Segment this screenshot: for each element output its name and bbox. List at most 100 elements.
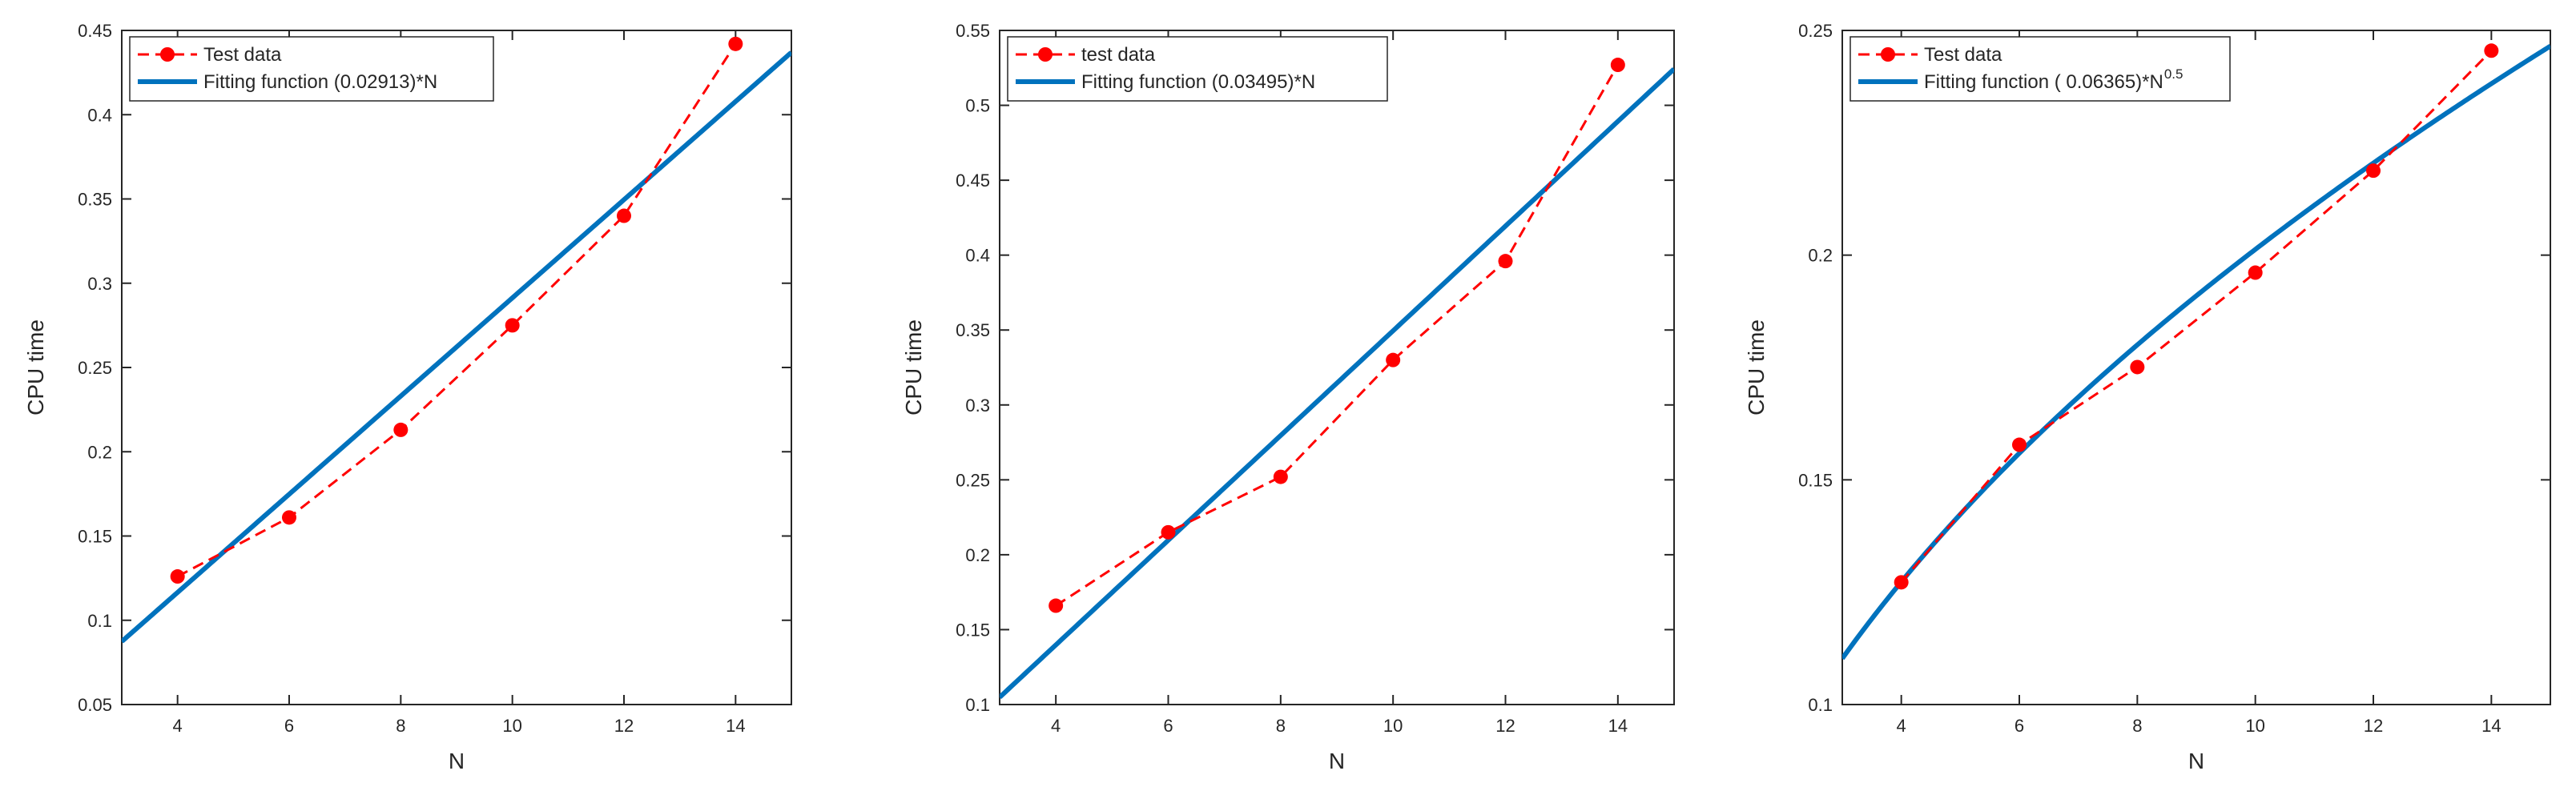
y-tick-label: 0.4: [965, 246, 990, 266]
x-tick-label: 8: [1276, 716, 1286, 736]
x-tick-label: 8: [2132, 716, 2142, 736]
y-tick-label: 0.45: [78, 21, 112, 41]
test-data-point: [1273, 469, 1288, 484]
test-data-point: [505, 318, 520, 333]
y-tick-label: 0.15: [1798, 470, 1833, 490]
chart-1-svg: 4 6 8 10 12 14 0.05 0.1 0.15 0.2 0.25 0.3 0.35 0.4 0.4…: [23, 21, 792, 773]
test-data-point: [2248, 265, 2263, 280]
plot-area: [1842, 43, 2550, 661]
x-tick-label: 6: [284, 716, 294, 736]
legend-test-label: test data: [1081, 44, 1156, 66]
test-data-point: [2366, 163, 2381, 179]
x-tick-label: 14: [2481, 716, 2501, 736]
x-tick-label: 12: [614, 716, 634, 736]
x-tick-label: 4: [1897, 716, 1906, 736]
y-tick-label: 0.3: [965, 396, 990, 416]
test-data-point: [393, 422, 409, 437]
y-axis-label: CPU time: [901, 319, 926, 416]
test-data-point: [1894, 575, 1909, 590]
y-tick-label: 0.55: [956, 21, 990, 41]
fit-curve-line: [1842, 44, 2550, 661]
chart-panel-1: 4 6 8 10 12 14 0.05 0.1 0.15 0.2 0.25 0.3 0.35 0.4 0.4…: [0, 0, 859, 783]
plot-frame: [121, 30, 792, 705]
test-data-point: [1049, 598, 1064, 613]
chart-panel-2: 4 6 8 10 12 14 0.1 0.15 0.2 0.25 0.3 0.35 0.4 0.45 0.5…: [859, 0, 1717, 783]
y-tick-label: 0.1: [965, 695, 990, 715]
fit-curve-line: [122, 50, 791, 644]
y-tick-label: 0.5: [965, 96, 990, 116]
x-tick-label: 12: [2364, 716, 2383, 736]
test-data-point: [617, 208, 631, 223]
legend: Test data Fitting function ( 0.06365)*N 0.…: [1849, 36, 2231, 102]
x-tick-label: 14: [726, 716, 745, 736]
y-tick-label: 0.15: [956, 620, 990, 640]
test-data-point: [2130, 359, 2145, 375]
y-tick-label: 0.25: [1798, 21, 1833, 41]
legend-test-label: Test data: [203, 44, 282, 66]
test-data-line: [176, 43, 737, 578]
y-tick-label: 0.25: [956, 470, 990, 490]
x-tick-label: 6: [1163, 716, 1173, 736]
legend-fit-label: Fitting function (0.02913)*N: [203, 71, 437, 93]
plot-frame: [999, 30, 1675, 705]
legend-box: [129, 36, 494, 102]
legend-test-label: Test data: [1924, 44, 2002, 66]
x-axis-label: N: [2188, 749, 2204, 773]
x-tick-label: 10: [502, 716, 521, 736]
y-axis-label: CPU time: [23, 319, 48, 416]
legend-fit-label: Fitting function (0.03495)*N: [1081, 71, 1315, 93]
legend-fit-label-exponent: 0.5: [2164, 66, 2184, 82]
x-tick-label: 4: [1051, 716, 1061, 736]
x-tick-label: 10: [1383, 716, 1403, 736]
test-data-point: [2484, 43, 2499, 58]
legend-test-marker-sample: [1038, 47, 1053, 62]
x-tick-label: 12: [1495, 716, 1515, 736]
x-tick-label: 6: [2015, 716, 2024, 736]
test-data-line: [1900, 50, 2493, 584]
chart-panel-3: 4 6 8 10 12 14 0.1 0.15 0.2 0.25 N CPU time Test dat…: [1717, 0, 2576, 783]
y-tick-label: 0.4: [87, 105, 112, 125]
x-axis-label: N: [449, 749, 465, 773]
y-tick-label: 0.05: [78, 695, 112, 715]
test-data-point: [2012, 437, 2027, 452]
legend: Test data Fitting function (0.02913)*N: [129, 36, 494, 102]
test-data-line: [1055, 64, 1620, 607]
test-data-point: [282, 510, 296, 525]
x-axis-label: N: [1329, 749, 1345, 773]
y-tick-label: 0.15: [78, 527, 112, 547]
y-tick-label: 0.35: [78, 190, 112, 210]
legend-box: [1849, 36, 2231, 102]
test-data-point: [170, 569, 185, 584]
legend: test data Fitting function (0.03495)*N: [1007, 36, 1388, 102]
y-axis-label: CPU time: [1744, 319, 1769, 416]
fit-curve-line: [1000, 66, 1674, 700]
test-data-point: [1498, 254, 1513, 269]
test-data-point: [1610, 58, 1625, 73]
y-tick-label: 0.45: [956, 171, 990, 191]
y-tick-label: 0.1: [1808, 695, 1833, 715]
y-tick-label: 0.3: [87, 274, 112, 294]
y-tick-label: 0.2: [1808, 246, 1833, 266]
legend-test-marker-sample: [160, 47, 175, 62]
y-tick-label: 0.2: [965, 545, 990, 565]
legend-box: [1007, 36, 1388, 102]
test-data-point: [728, 36, 743, 51]
plot-frame: [1841, 30, 2551, 705]
legend-fit-label: Fitting function ( 0.06365)*N: [1924, 71, 2163, 93]
plot-area: [1000, 58, 1674, 700]
y-tick-label: 0.35: [956, 320, 990, 340]
x-tick-label: 8: [396, 716, 405, 736]
plot-area: [122, 36, 791, 644]
x-tick-label: 10: [2245, 716, 2264, 736]
x-tick-label: 4: [173, 716, 183, 736]
y-tick-label: 0.25: [78, 358, 112, 378]
legend-test-marker-sample: [1881, 47, 1895, 62]
x-tick-label: 14: [1608, 716, 1628, 736]
chart-2-svg: 4 6 8 10 12 14 0.1 0.15 0.2 0.25 0.3 0.35 0.4 0.45 0.5…: [901, 21, 1675, 773]
y-tick-label: 0.1: [87, 611, 112, 631]
chart-3-svg: 4 6 8 10 12 14 0.1 0.15 0.2 0.25 N CPU time Test dat…: [1744, 21, 2551, 773]
test-data-point: [1161, 524, 1176, 540]
test-data-point: [1386, 352, 1401, 367]
y-tick-label: 0.2: [87, 442, 112, 462]
